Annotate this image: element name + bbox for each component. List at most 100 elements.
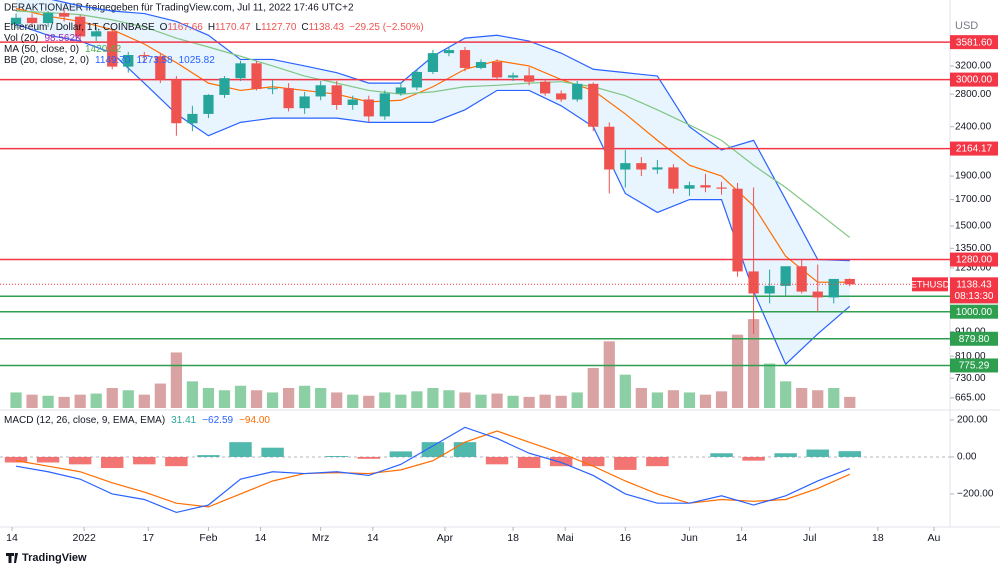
level-label: 2164.17 [956,144,993,155]
candle-body [620,163,631,170]
candle-body [123,55,134,67]
candle-body [588,83,599,127]
candle-body [75,16,86,37]
macd-histogram-bar [165,456,188,467]
candle-body [203,94,214,114]
volume-bar [26,394,38,408]
volume-bar [282,388,295,408]
x-tick-label: Au [928,532,941,544]
macd-histogram-bar [68,456,92,465]
y-tick-label: 3200.00 [955,61,992,72]
volume-bar [539,394,551,408]
level-label-box [950,331,998,346]
candle-body [475,62,487,68]
legend-item: 1167.66 [167,22,203,33]
legend-item: 98.562K [44,33,82,44]
y-tick-label: 1700.00 [955,194,992,205]
volume-bar [459,392,471,408]
candle-body [331,85,342,105]
macd-y-tick-label: −200.00 [957,489,994,500]
volume-bar [603,341,615,408]
x-tick-label: Apr [437,532,454,544]
candle-body [459,50,471,68]
candle-body [267,88,278,90]
volume-bar [699,394,712,408]
legend-row: MA (50, close, 0) 1420.42 [4,44,122,55]
candle-body [363,99,374,117]
macd-signal-line [15,430,851,508]
candle-body [219,78,230,95]
candle-body [540,81,551,94]
y-tick-label: 2800.00 [955,89,992,100]
volume-bar [347,394,359,408]
volume-bar [250,390,263,408]
macd-y-tick-label: 0.00 [957,452,977,463]
level-label: 3581.60 [956,37,993,48]
volume-bar [315,388,327,408]
macd-macd-line [15,426,851,514]
volume-bar [42,395,54,408]
header-title: DERAKTIONAER freigegeben für TradingView… [4,3,354,14]
macd-histogram-bar [549,456,573,467]
volume-bar [747,319,760,408]
candle-body [107,31,118,67]
volume-bar [10,392,22,408]
macd-histogram-bar [485,456,509,465]
x-tick-label: 2022 [72,532,96,544]
level-label-box [950,35,998,50]
candle-body [91,31,102,37]
candle-body [780,266,791,286]
candle-body [491,62,503,78]
macd-histogram-bar [582,456,605,467]
legend-item: 1420.42 [85,44,122,55]
volume-bar [844,396,856,408]
volume-bar [427,388,439,408]
volume-bar [683,392,696,408]
candle-body [283,88,294,109]
volume-bar [106,388,118,408]
level-label: 775.29 [959,361,990,372]
legend-item: Vol (20) [4,33,38,44]
candle-body [748,271,759,294]
y-tick-label: 1900.00 [955,171,992,182]
volume-bar [299,385,311,408]
volume-bar [796,388,808,408]
x-tick-label: Jun [681,532,698,544]
candle-body [443,50,455,54]
volume-bar [218,390,231,408]
legend-item: 31.41 [171,415,196,426]
macd-histogram-bar [389,451,413,457]
y-tick-label: 730.00 [955,373,986,384]
volume-bar [507,395,519,408]
price-box [950,277,998,304]
x-tick-label: 18 [872,532,884,544]
x-tick-label: 14 [6,532,18,544]
y-tick-label: 810.00 [955,351,986,362]
y-tick-label: 2400.00 [955,121,992,132]
candle-body [251,63,262,89]
macd-histogram-bar [421,442,445,457]
x-tick-label: 17 [142,532,154,544]
x-tick-label: 14 [255,532,267,544]
volume-bar [74,394,86,408]
legend-row: MACD (12, 26, close, 9, EMA, EMA) 31.41 −6… [4,415,270,426]
volume-bar [715,391,728,408]
candle-body [604,126,615,170]
volume-bar [202,388,215,408]
candle-body [556,93,567,100]
candle-body [812,291,823,298]
x-tick-label: 16 [619,532,631,544]
volume-bar [379,392,391,408]
candle-body [299,96,310,109]
candle-body [139,55,150,57]
volume-bar [491,393,503,408]
macd-histogram-bar [774,453,797,457]
level-label-box [950,252,998,267]
candle-body [155,56,166,80]
symbol-label: ETHUSD [910,279,949,290]
volume-bar [411,391,423,408]
volume-bar [154,383,166,408]
bb-lower-line [15,23,851,366]
candle-body [427,53,439,72]
